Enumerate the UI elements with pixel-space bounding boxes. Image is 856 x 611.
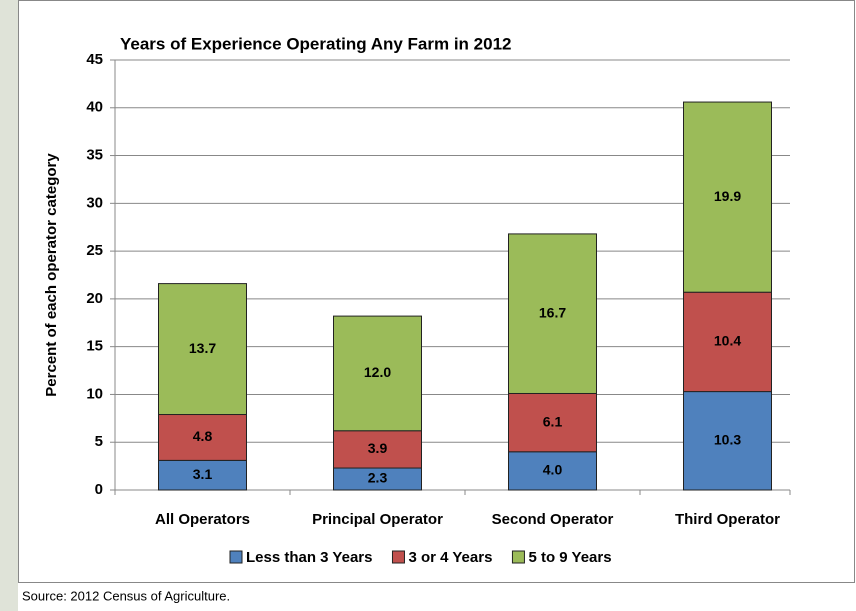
y-tick-label: 40: [86, 99, 103, 116]
legend-label: Less than 3 Years: [246, 549, 372, 566]
bar-segment: [683, 101, 772, 293]
x-tick-label: Third Operator: [675, 511, 780, 528]
x-tick-label: Second Operator: [492, 511, 614, 528]
legend-swatch: [511, 550, 525, 564]
data-label: 3.9: [368, 440, 388, 456]
y-tick-label: 15: [86, 338, 103, 355]
data-label: 4.8: [193, 428, 213, 444]
data-label: 10.4: [714, 333, 741, 349]
data-label: 2.3: [368, 470, 388, 486]
legend-label: 5 to 9 Years: [528, 549, 611, 566]
bar-segment: [158, 283, 247, 416]
bar-segment: [158, 459, 247, 491]
y-tick-label: 20: [86, 290, 103, 307]
legend-swatch: [229, 550, 243, 564]
background-image: [0, 0, 18, 611]
bar-segment: [158, 414, 247, 461]
bar-segment: [683, 391, 772, 491]
x-tick-label: All Operators: [155, 511, 250, 528]
chart-title: Years of Experience Operating Any Farm i…: [120, 34, 511, 53]
y-tick-label: 25: [86, 242, 103, 259]
bar-segment: [333, 315, 422, 432]
y-axis-label: Percent of each operator category: [43, 153, 60, 397]
y-tick-label: 10: [86, 385, 103, 402]
source-note: Source: 2012 Census of Agriculture.: [22, 588, 230, 603]
legend-swatch: [391, 550, 405, 564]
data-label: 19.9: [714, 188, 741, 204]
y-tick-label: 0: [95, 481, 103, 498]
y-tick-label: 30: [86, 194, 103, 211]
y-tick-label: 45: [86, 51, 103, 68]
data-label: 3.1: [193, 466, 213, 482]
y-tick-label: 35: [86, 147, 103, 164]
bar-segment: [683, 291, 772, 393]
data-label: 4.0: [543, 462, 563, 478]
bar-segment: [333, 430, 422, 469]
data-label: 6.1: [543, 413, 563, 429]
bar-segment: [508, 233, 597, 394]
x-tick-label: Principal Operator: [312, 511, 443, 528]
data-label: 10.3: [714, 431, 741, 447]
data-label: 12.0: [364, 364, 391, 380]
legend-label: 3 or 4 Years: [408, 549, 492, 566]
y-tick-label: 5: [95, 433, 103, 450]
data-label: 13.7: [189, 340, 216, 356]
bar-segment: [508, 451, 597, 491]
data-label: 16.7: [539, 304, 566, 320]
